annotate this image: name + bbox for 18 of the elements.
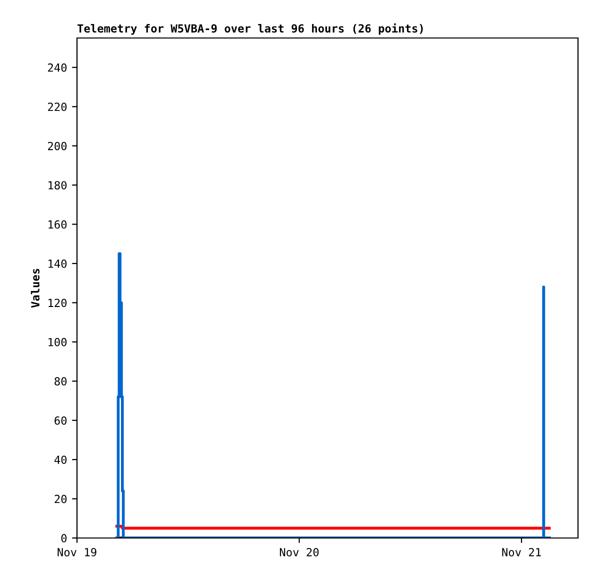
y-tick-label: 180 xyxy=(48,181,67,190)
chart-title: Telemetry for W5VBA-9 over last 96 hours (26 points) xyxy=(77,23,423,35)
x-tick-label: Nov 21 xyxy=(502,548,541,556)
x-tick-label: Nov 20 xyxy=(280,548,319,556)
y-tick-label: 160 xyxy=(48,220,67,229)
y-tick-label: 20 xyxy=(54,494,67,504)
y-tick-label: 120 xyxy=(48,298,67,308)
y-tick-label: 100 xyxy=(48,338,67,346)
y-tick-label: 200 xyxy=(48,142,67,150)
x-tick-label: Nov 19 xyxy=(58,548,96,556)
y-tick-label: 40 xyxy=(54,456,67,464)
y-tick-label: 140 xyxy=(48,259,67,268)
y-axis-title: Values xyxy=(30,268,40,308)
y-tick-label: 0 xyxy=(61,534,67,542)
y-tick-label: 80 xyxy=(54,377,67,386)
y-tick-label: 240 xyxy=(48,63,67,72)
y-tick-label: 220 xyxy=(48,102,67,112)
y-tick-label: 60 xyxy=(54,416,67,425)
